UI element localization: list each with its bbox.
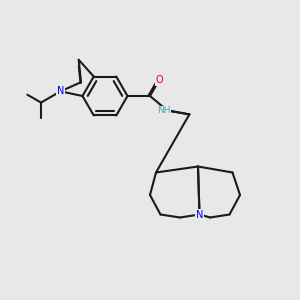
Text: NH: NH [158,106,171,115]
Text: O: O [155,75,163,85]
Text: N: N [196,209,203,220]
Text: N: N [57,86,64,96]
